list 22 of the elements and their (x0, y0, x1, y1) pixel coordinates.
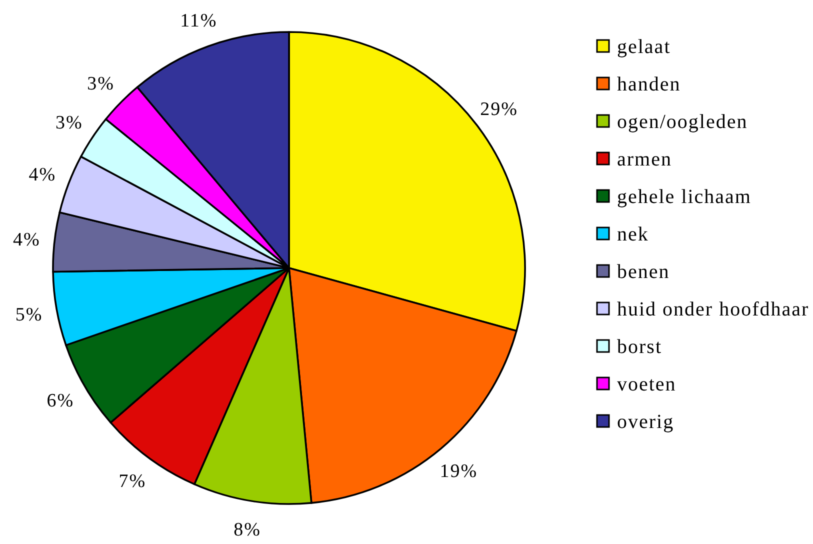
data-label: 5% (15, 304, 43, 326)
legend-label: handen (617, 74, 681, 96)
legend-label: voeten (617, 374, 676, 396)
data-label: 6% (46, 390, 74, 412)
data-label: 3% (87, 73, 115, 94)
data-label: 4% (12, 229, 40, 250)
data-label: 4% (28, 164, 56, 186)
legend-label: ogen/oogleden (617, 111, 748, 133)
data-label: 8% (234, 519, 261, 540)
legend-label: armen (617, 148, 672, 170)
legend-label: borst (617, 336, 662, 358)
data-label: 19% (440, 460, 478, 482)
legend-label: overig (617, 411, 674, 433)
legend-label: gelaat (617, 36, 671, 58)
data-label: 11% (180, 10, 218, 32)
legend-label: nek (617, 224, 649, 246)
data-label: 3% (56, 112, 83, 134)
legend-label: huid onder hoofdhaar (617, 298, 810, 320)
data-label: 7% (118, 471, 146, 492)
legend-label: benen (617, 261, 670, 283)
legend-label: gehele lichaam (617, 186, 752, 208)
data-label: 29% (480, 98, 518, 120)
